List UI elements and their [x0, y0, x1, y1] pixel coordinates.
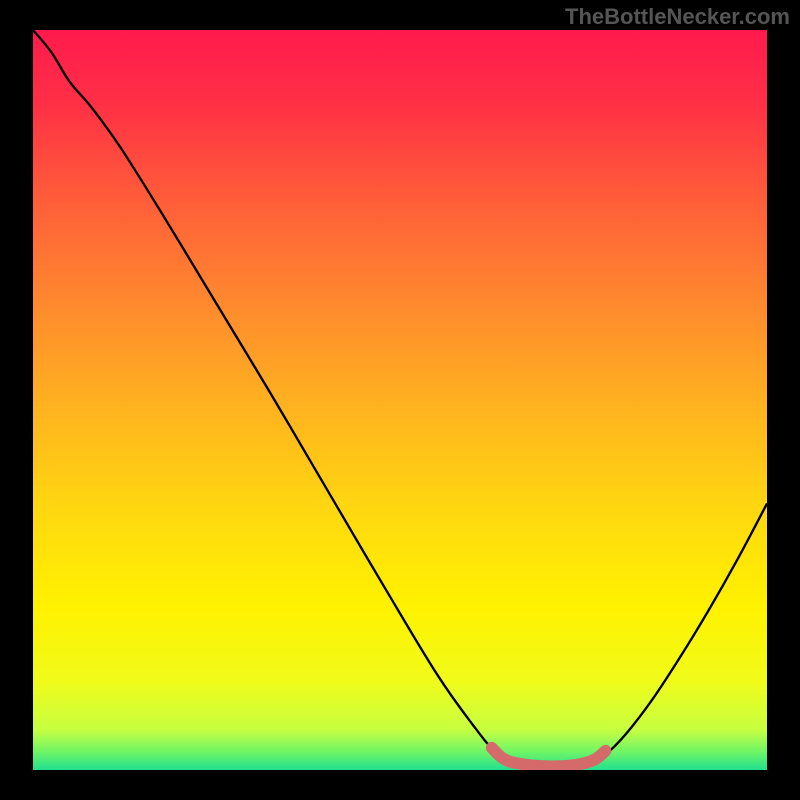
plot-area	[33, 30, 767, 770]
watermark-label: TheBottleNecker.com	[565, 4, 790, 29]
optimal-region-highlight	[492, 748, 606, 767]
highlight-layer	[33, 30, 767, 770]
watermark-text: TheBottleNecker.com	[565, 4, 790, 30]
chart-container: TheBottleNecker.com	[0, 0, 800, 800]
